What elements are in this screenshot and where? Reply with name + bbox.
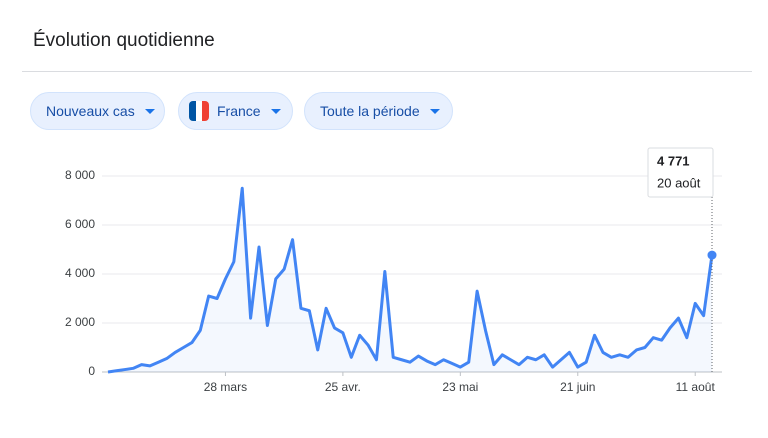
area xyxy=(108,188,712,372)
y-tick-label: 2 000 xyxy=(65,315,95,329)
dropdown-arrow xyxy=(429,108,440,114)
tooltip-value: 4 771 xyxy=(657,153,690,168)
x-tick-label: 28 mars xyxy=(204,380,247,394)
button-label: France xyxy=(217,103,261,119)
metric-button[interactable]: Nouveaux cas xyxy=(30,92,165,130)
x-tick-label: 21 juin xyxy=(560,380,595,394)
dropdown-arrow xyxy=(144,108,155,114)
divider xyxy=(22,71,752,72)
tooltip-date: 20 août xyxy=(657,175,701,190)
dropdown-arrow xyxy=(270,108,281,114)
line xyxy=(107,186,714,374)
button-label: Nouveaux cas xyxy=(46,103,135,119)
y-tick-label: 8 000 xyxy=(65,168,95,182)
x-tick-label: 25 avr. xyxy=(325,380,361,394)
y-tick-label: 4 000 xyxy=(65,266,95,280)
x-tick-label: 11 août xyxy=(676,380,716,394)
title: Évolution quotidienne xyxy=(33,30,215,51)
flag xyxy=(189,101,209,121)
period-button[interactable]: Toute la période xyxy=(304,92,453,130)
y-tick-label: 0 xyxy=(88,364,95,378)
x-tick-label: 23 mai xyxy=(442,380,478,394)
tooltip-box xyxy=(647,147,714,198)
country-button[interactable]: France xyxy=(178,92,293,130)
y-tick-label: 6 000 xyxy=(65,217,95,231)
hover-dot xyxy=(707,250,717,260)
button-label: Toute la période xyxy=(320,103,420,119)
